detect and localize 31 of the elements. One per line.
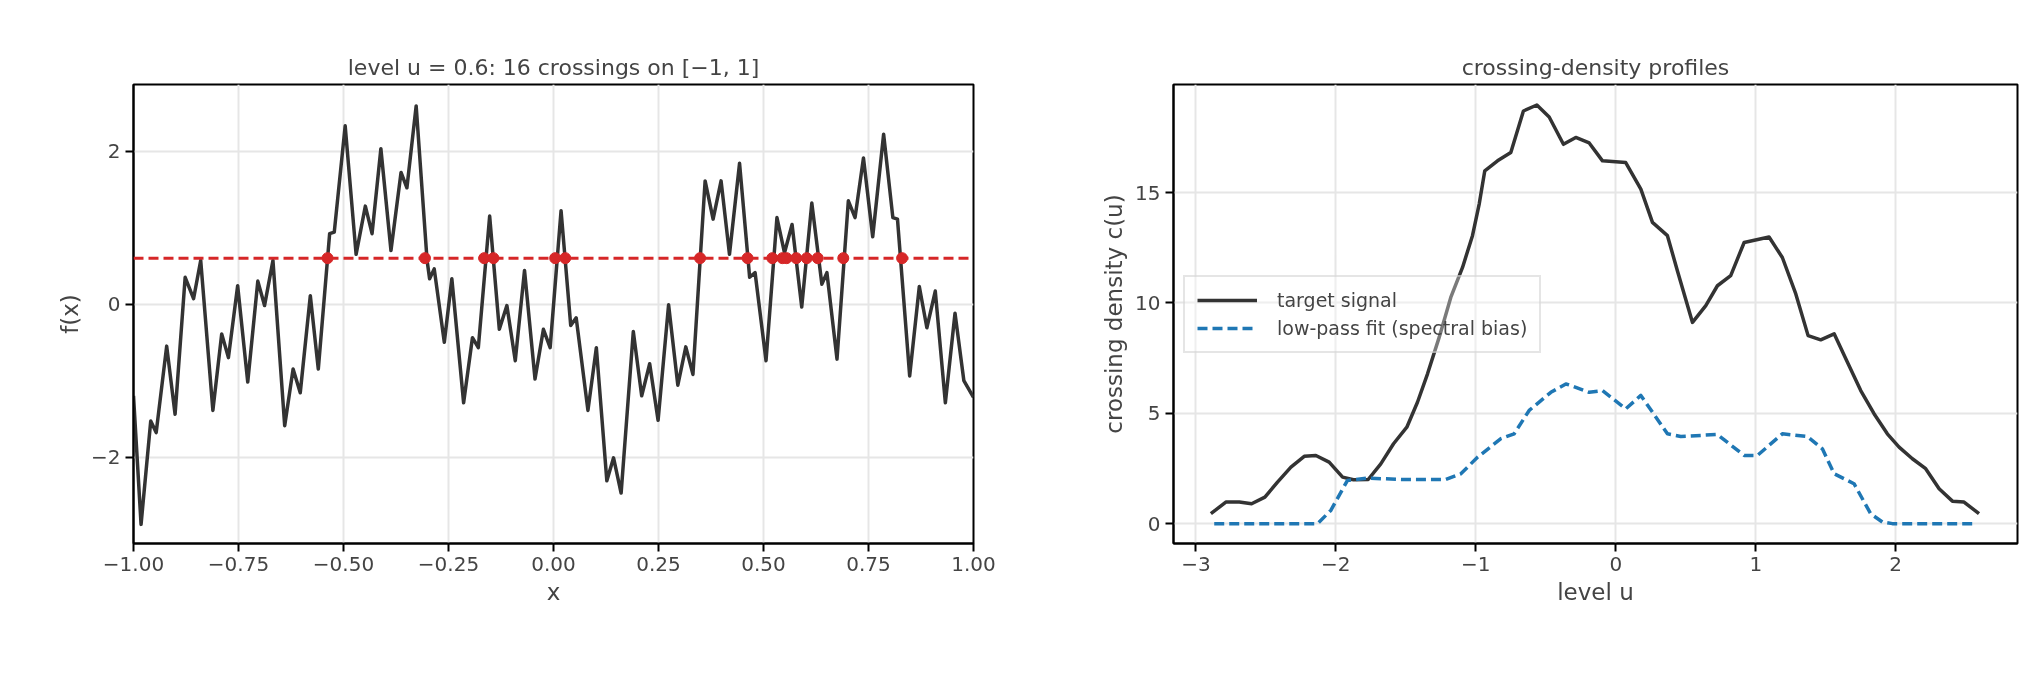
y-tick-label: 2 (107, 139, 121, 164)
x-tick-label: −0.25 (417, 551, 480, 576)
legend-label: target signal (1277, 288, 1398, 311)
y-tick-label: 0 (1147, 511, 1161, 536)
x-tick-label: −1.00 (102, 551, 165, 576)
x-tick-label: −0.75 (207, 551, 270, 576)
y-axis-title: crossing density c(u) (1101, 194, 1128, 434)
x-tick-label: 2 (1889, 551, 1903, 576)
chart-title: level u = 0.6: 16 crossings on [−1, 1] (347, 54, 760, 80)
x-axis-title: level u (1557, 578, 1634, 605)
x-tick-label: −1 (1461, 551, 1491, 576)
x-tick-label: 1 (1749, 551, 1763, 576)
x-tick-label: 0.00 (531, 551, 576, 576)
y-tick-label: 5 (1147, 401, 1161, 426)
chart-title: crossing-density profiles (1461, 54, 1730, 80)
x-tick-label: 0.25 (636, 551, 681, 576)
x-tick-label: 0 (1609, 551, 1623, 576)
x-tick-label: 0.75 (846, 551, 891, 576)
x-tick-label: −0.50 (312, 551, 375, 576)
x-tick-label: 1.00 (951, 551, 996, 576)
x-tick-label: 0.50 (741, 551, 786, 576)
y-tick-label: 10 (1135, 290, 1161, 315)
y-tick-label: 15 (1135, 180, 1161, 205)
y-tick-label: −2 (91, 445, 121, 470)
y-axis-title: f(x) (57, 294, 84, 334)
y-tick-label: 0 (107, 292, 121, 317)
x-tick-label: −2 (1321, 551, 1351, 576)
line-series (133, 104, 974, 527)
x-tick-label: −3 (1181, 551, 1211, 576)
x-axis-title: x (546, 578, 561, 605)
line-series (1209, 103, 1981, 516)
